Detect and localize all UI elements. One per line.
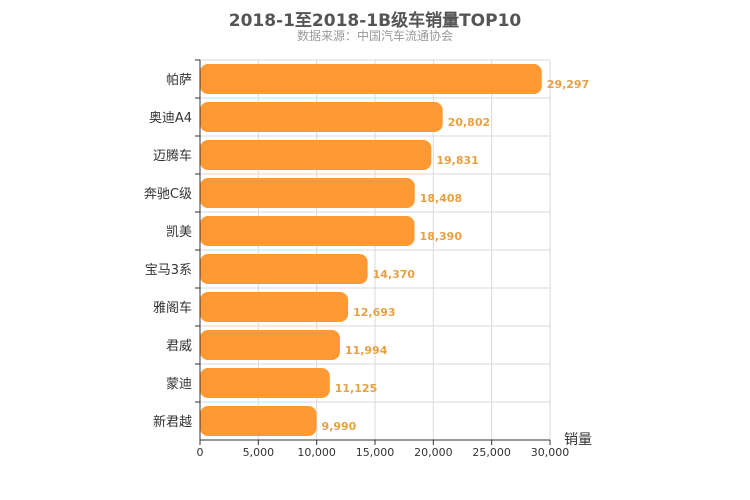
x-tick-label: 0 bbox=[197, 446, 204, 459]
x-tick-label: 20,000 bbox=[414, 446, 453, 459]
category-label: 蒙迪 bbox=[166, 377, 192, 392]
data-label: 20,802 bbox=[448, 116, 490, 129]
data-label: 18,408 bbox=[420, 192, 462, 205]
bar bbox=[200, 292, 349, 322]
bar bbox=[200, 64, 542, 94]
data-label: 14,370 bbox=[373, 268, 416, 281]
bar bbox=[200, 330, 340, 360]
chart-subtitle: 数据来源：中国汽车流通协会 bbox=[296, 29, 453, 43]
x-axis-title: 销量 bbox=[564, 432, 592, 448]
data-label: 19,831 bbox=[436, 154, 478, 167]
bar bbox=[200, 140, 432, 170]
x-tick-label: 15,000 bbox=[356, 446, 395, 459]
data-label: 29,297 bbox=[547, 78, 589, 91]
data-label: 18,390 bbox=[420, 230, 463, 243]
data-label: 12,693 bbox=[353, 306, 395, 319]
labels: 帕萨 29,297 奥迪A4 20,802 迈腾车 19,831 奔驰C级 18,408 凯美 1… bbox=[144, 59, 589, 459]
bar bbox=[200, 254, 368, 284]
chart-title: 2018-1至2018-1B级车销量TOP10 bbox=[228, 11, 522, 31]
data-label: 9,990 bbox=[322, 420, 357, 433]
data-label: 11,125 bbox=[335, 382, 377, 395]
x-tick-label: 5,000 bbox=[243, 446, 275, 459]
category-label: 迈腾车 bbox=[153, 148, 192, 164]
category-label: 奔驰C级 bbox=[144, 187, 192, 202]
x-tick-label: 30,000 bbox=[531, 446, 570, 459]
category-label: 帕萨 bbox=[166, 73, 192, 88]
data-label: 11,994 bbox=[345, 344, 388, 357]
bar bbox=[200, 368, 330, 398]
bars bbox=[200, 64, 542, 436]
bar bbox=[200, 178, 415, 208]
x-tick-label: 10,000 bbox=[297, 446, 336, 459]
category-label: 新君越 bbox=[153, 414, 192, 430]
x-tick-label: 25,000 bbox=[472, 446, 511, 459]
category-label: 雅阁车 bbox=[153, 300, 192, 316]
category-label: 宝马3系 bbox=[145, 263, 192, 278]
category-label: 凯美 bbox=[166, 225, 192, 240]
category-label: 君威 bbox=[166, 339, 192, 354]
bar bbox=[200, 102, 443, 132]
bar bbox=[200, 216, 415, 246]
category-label: 奥迪A4 bbox=[149, 111, 192, 126]
bar bbox=[200, 406, 317, 436]
